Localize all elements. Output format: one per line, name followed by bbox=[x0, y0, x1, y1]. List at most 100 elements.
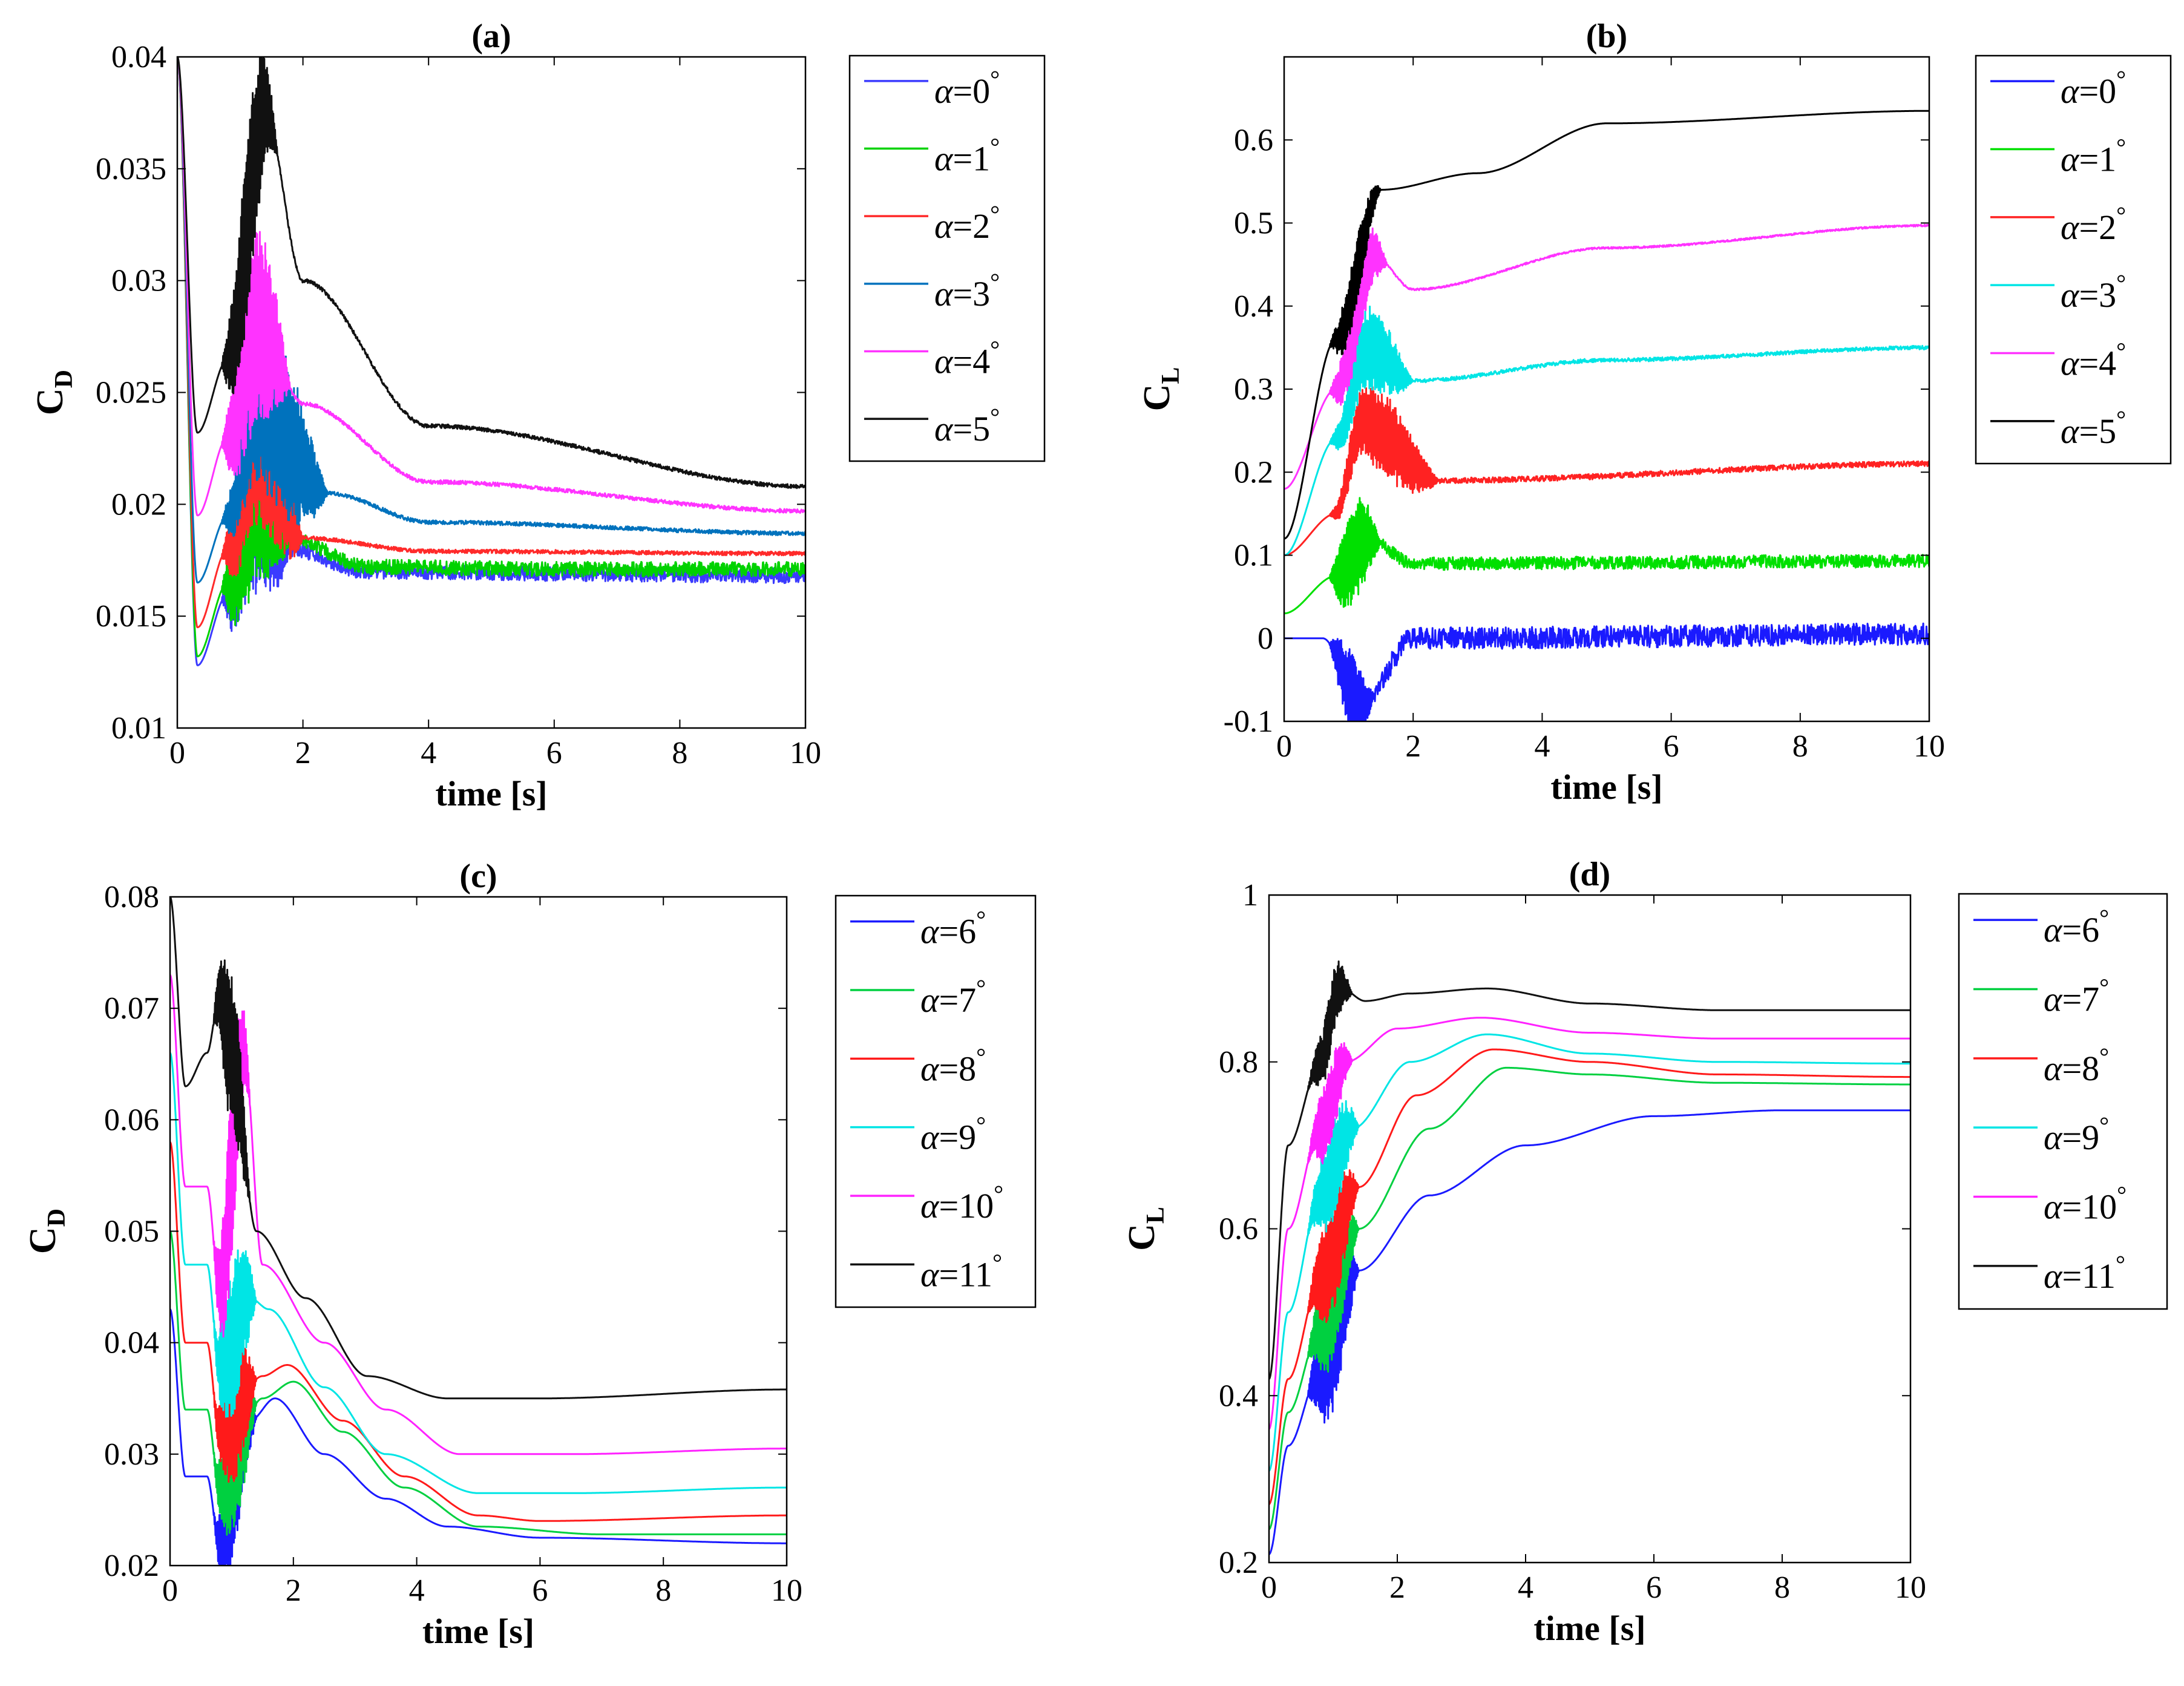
legend-label-d-5: α=10° bbox=[2044, 1181, 2127, 1227]
y-tick-label-b: 0.1 bbox=[1234, 539, 1273, 573]
x-tick-label-d: 0 bbox=[1261, 1570, 1277, 1605]
y-tick-label-b: 0.5 bbox=[1234, 206, 1273, 241]
y-tick-label-c: 0.02 bbox=[104, 1549, 159, 1583]
series-line-d-4 bbox=[1269, 1033, 1910, 1472]
x-tick-label-c: 6 bbox=[532, 1573, 548, 1608]
series-line-b-3 bbox=[1284, 386, 1929, 556]
panel-b: 0 2 4 6 8 10-0.100.10.20.30.40.50.6(b)time [s… bbox=[1136, 18, 2172, 807]
x-tick-label-b: 2 bbox=[1405, 729, 1421, 764]
y-tick-label-a: 0.035 bbox=[96, 152, 166, 186]
plot-area-a bbox=[177, 57, 805, 666]
x-axis-label-b: time [s] bbox=[1550, 767, 1662, 807]
plot-area-b bbox=[1284, 110, 1929, 721]
x-tick-label-d: 8 bbox=[1774, 1570, 1790, 1605]
x-tick-label-b: 0 bbox=[1276, 729, 1292, 764]
legend-label-b-4: α=3° bbox=[2061, 269, 2126, 315]
x-tick-label-c: 0 bbox=[162, 1573, 178, 1608]
legend-label-d-3: α=8° bbox=[2044, 1043, 2109, 1088]
x-tick-label-b: 8 bbox=[1792, 729, 1808, 764]
series-line-c-6 bbox=[170, 897, 787, 1400]
x-tick-label-a: 0 bbox=[169, 736, 185, 770]
y-axis-label-a: CD bbox=[30, 370, 78, 415]
y-tick-label-b: -0.1 bbox=[1224, 704, 1273, 739]
plot-area-c bbox=[170, 897, 787, 1566]
y-tick-label-c: 0.05 bbox=[104, 1215, 159, 1249]
series-line-a-2 bbox=[177, 57, 805, 658]
y-tick-label-d: 0.8 bbox=[1219, 1045, 1258, 1080]
x-tick-label-c: 2 bbox=[286, 1573, 301, 1608]
y-tick-label-a: 0.015 bbox=[96, 599, 166, 634]
y-tick-label-b: 0.4 bbox=[1234, 289, 1273, 324]
y-tick-label-c: 0.07 bbox=[104, 991, 159, 1026]
y-tick-label-a: 0.01 bbox=[111, 711, 166, 746]
legend-label-c-4: α=9° bbox=[920, 1112, 986, 1157]
legend-label-c-2: α=7° bbox=[920, 974, 986, 1020]
plot-area-d bbox=[1269, 960, 1910, 1555]
y-tick-label-d: 0.4 bbox=[1219, 1379, 1258, 1413]
x-tick-label-a: 6 bbox=[546, 736, 562, 770]
series-line-c-5 bbox=[170, 974, 787, 1455]
series-line-d-1 bbox=[1269, 1109, 1910, 1555]
series-line-a-6 bbox=[177, 57, 805, 490]
legend-label-c-5: α=10° bbox=[920, 1180, 1003, 1225]
y-tick-label-d: 1 bbox=[1242, 878, 1258, 913]
x-tick-label-d: 2 bbox=[1389, 1570, 1405, 1605]
y-tick-label-b: 0.3 bbox=[1234, 372, 1273, 407]
y-axis-label-c: CD bbox=[22, 1209, 71, 1254]
chart-title-b: (b) bbox=[1586, 18, 1627, 55]
chart-title-d: (d) bbox=[1569, 856, 1610, 893]
x-tick-label-a: 10 bbox=[790, 736, 821, 770]
x-tick-label-a: 2 bbox=[295, 736, 311, 770]
series-line-a-5 bbox=[177, 57, 805, 517]
series-line-a-3 bbox=[177, 57, 805, 629]
legend-label-b-3: α=2° bbox=[2061, 202, 2126, 247]
legend-box-b bbox=[1975, 54, 2172, 465]
legend-label-a-3: α=2° bbox=[934, 200, 1000, 246]
legend-label-c-1: α=6° bbox=[920, 906, 986, 951]
legend-box-d bbox=[1958, 893, 2168, 1310]
legend-label-d-6: α=11° bbox=[2044, 1250, 2125, 1296]
legend-label-a-2: α=1° bbox=[934, 133, 1000, 179]
panel-d: 0 2 4 6 8 10 0.2 0.4 0.6 0.8 1 (d) time [s] CL α=6° α=7… bbox=[1121, 856, 2168, 1648]
series-line-c-2 bbox=[170, 1230, 787, 1536]
legend-label-d-2: α=7° bbox=[2044, 974, 2109, 1019]
series-line-a-4 bbox=[177, 57, 805, 584]
y-tick-label-a: 0.03 bbox=[111, 264, 166, 298]
legend-label-c-3: α=8° bbox=[920, 1043, 986, 1088]
x-axis-label-c: time [s] bbox=[422, 1612, 534, 1651]
series-line-b-1 bbox=[1284, 622, 1929, 721]
y-tick-label-a: 0.02 bbox=[111, 487, 166, 522]
x-tick-label-c: 8 bbox=[655, 1573, 671, 1608]
series-line-b-6 bbox=[1284, 110, 1929, 540]
legend-label-d-1: α=6° bbox=[2044, 904, 2109, 950]
series-line-d-2 bbox=[1269, 1066, 1910, 1530]
x-tick-label-b: 6 bbox=[1664, 729, 1679, 764]
x-axis-label-a: time [s] bbox=[435, 774, 547, 813]
series-line-c-4 bbox=[170, 1052, 787, 1494]
y-tick-label-c: 0.03 bbox=[104, 1437, 159, 1472]
x-tick-label-d: 4 bbox=[1518, 1570, 1533, 1605]
x-tick-label-a: 8 bbox=[672, 736, 687, 770]
series-line-d-3 bbox=[1269, 1048, 1910, 1505]
series-line-c-1 bbox=[170, 1308, 787, 1566]
legend-label-d-4: α=9° bbox=[2044, 1112, 2109, 1157]
y-tick-label-a: 0.025 bbox=[96, 376, 166, 410]
y-tick-label-d: 0.2 bbox=[1219, 1546, 1258, 1580]
y-tick-label-b: 0.2 bbox=[1234, 455, 1273, 490]
y-axis-label-b: CL bbox=[1136, 367, 1185, 412]
y-tick-label-b: 0.6 bbox=[1234, 123, 1273, 157]
legend-label-c-6: α=11° bbox=[920, 1248, 1002, 1294]
legend-label-a-5: α=4° bbox=[934, 336, 1000, 381]
x-tick-label-c: 4 bbox=[409, 1573, 425, 1608]
legend-box-a bbox=[848, 54, 1046, 462]
series-line-b-2 bbox=[1284, 497, 1929, 615]
x-tick-label-d: 6 bbox=[1646, 1570, 1662, 1605]
legend-label-b-1: α=0° bbox=[2061, 65, 2126, 111]
y-axis-label-d: CL bbox=[1121, 1207, 1170, 1251]
x-tick-label-b: 4 bbox=[1534, 729, 1550, 764]
x-tick-label-d: 10 bbox=[1895, 1570, 1926, 1605]
y-tick-label-c: 0.04 bbox=[104, 1326, 159, 1360]
legend-label-b-5: α=4° bbox=[2061, 338, 2126, 383]
